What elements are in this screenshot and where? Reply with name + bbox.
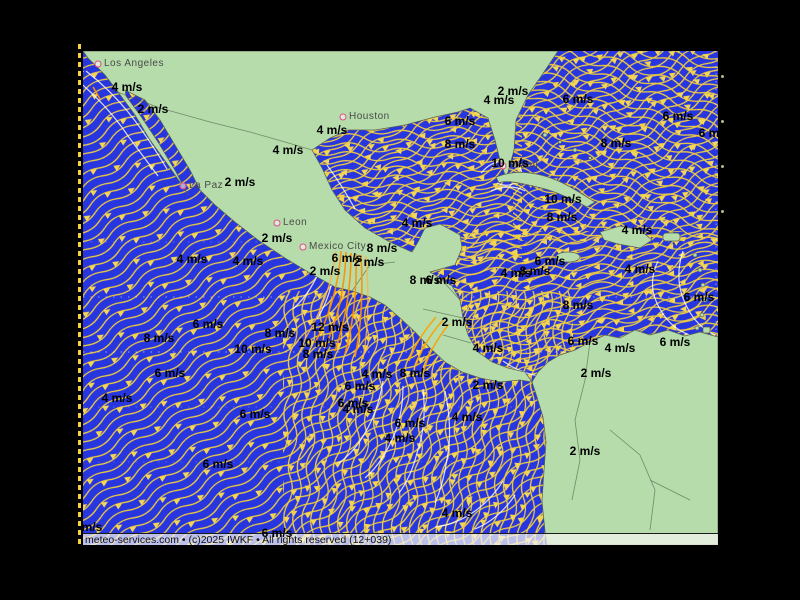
wind-speed-label: 8 m/s: [366, 241, 398, 255]
wind-speed-label: 4 m/s: [624, 262, 656, 276]
wind-speed-label: 6 m/s: [698, 126, 718, 140]
wind-speed-label: 4 m/s: [111, 80, 143, 94]
grid-dot: [721, 120, 724, 123]
wind-speed-label: 4 m/s: [101, 391, 133, 405]
wind-speed-label: 4 m/s: [401, 216, 433, 230]
wind-speed-label: 6 m/s: [261, 526, 293, 540]
map-graphic: [83, 51, 718, 545]
wind-speed-label: 6 m/s: [394, 416, 426, 430]
wind-speed-label: 6 m/s: [562, 92, 594, 106]
wind-speed-label: 6 m/s: [662, 109, 694, 123]
wind-speed-label: 10 m/s: [544, 192, 582, 206]
grid-tick-marks-left: [78, 44, 81, 545]
wind-speed-label: 4 m/s: [272, 143, 304, 157]
grid-dot: [721, 210, 724, 213]
wind-speed-label: 10 m/s: [491, 156, 529, 170]
wind-speed-label: 8 m/s: [519, 264, 551, 278]
wind-speed-label: 2 m/s: [472, 378, 504, 392]
graticule: [83, 51, 718, 545]
city-label: Los Angeles: [104, 58, 164, 69]
city-label: Leon: [283, 217, 308, 228]
wind-speed-label: 6 m/s: [154, 366, 186, 380]
grid-dot: [721, 75, 724, 78]
city-layer: Los Angeles Houston La Paz Leon Mexico City M…: [83, 51, 718, 545]
wind-speed-label: 2 m/s: [497, 84, 529, 98]
wind-speed-label: 4 m/s: [441, 506, 473, 520]
wind-speed-label: 8 m/s: [143, 331, 175, 345]
wind-speed-label: 6 m/s: [567, 334, 599, 348]
wind-speed-label: 2 m/s: [137, 102, 169, 116]
city-marker: [273, 219, 281, 227]
wind-speed-label: 8 m/s: [399, 366, 431, 380]
wind-speed-label: 12 m/s: [311, 320, 349, 334]
wind-speed-label: 6 m/s: [331, 251, 363, 265]
wind-speed-label: 6 m/s: [239, 407, 271, 421]
wind-speed-label: 2 m/s: [261, 231, 293, 245]
wind-speed-label: 2 m/s: [353, 255, 385, 269]
wind-speed-label: 6 m/s: [337, 396, 369, 410]
wind-speed-label: 8 m/s: [600, 136, 632, 150]
wind-speed-label: 6 m/s: [683, 290, 715, 304]
wind-speed-label: 4 m/s: [176, 252, 208, 266]
wind-speed-label: 8 m/s: [562, 298, 594, 312]
wind-speed-label: 4 m/s: [316, 123, 348, 137]
city-label: Houston: [349, 111, 390, 122]
wind-speed-label: 4 m/s: [451, 410, 483, 424]
wind-speed-label: 6 m/s: [444, 114, 476, 128]
wind-speed-label: 6 m/s: [192, 317, 224, 331]
wind-map: Los Angeles Houston La Paz Leon Mexico City M…: [83, 51, 718, 545]
attribution-bar: meteo-services.com • (c)2025 IWKF • All …: [83, 533, 718, 545]
wind-speed-label: 4 m/s: [361, 367, 393, 381]
wind-speed-label: 4 m/s: [621, 223, 653, 237]
country-borders: [111, 89, 691, 531]
wind-speed-label: 6 m/s: [425, 273, 457, 287]
city-marker: [299, 243, 307, 251]
wind-speed-label: 8 m/s: [264, 326, 296, 340]
wind-speed-label: 10 m/s: [298, 336, 336, 350]
wind-speed-label: 2 m/s: [224, 175, 256, 189]
wind-speed-label: m/s: [83, 520, 103, 534]
city-marker: [339, 113, 347, 121]
wind-speed-label: 2 m/s: [580, 366, 612, 380]
wind-speed-label: 2 m/s: [309, 264, 341, 278]
wind-speed-label: 6 m/s: [344, 379, 376, 393]
wind-speed-label: 8 m/s: [302, 347, 334, 361]
city-marker: [94, 60, 102, 68]
wind-speed-label: 2 m/s: [569, 444, 601, 458]
city-marker: [179, 182, 187, 190]
wind-speed-label: 8 m/s: [444, 137, 476, 151]
wind-speed-label: 4 m/s: [342, 402, 374, 416]
wind-speed-label: 4 m/s: [500, 266, 532, 280]
wind-speed-label: 8 m/s: [546, 210, 578, 224]
wind-speed-label: 2 m/s: [441, 315, 473, 329]
wind-speed-label: 6 m/s: [659, 335, 691, 349]
grid-dot: [721, 165, 724, 168]
wind-speed-label: 4 m/s: [472, 341, 504, 355]
wind-speed-label: 4 m/s: [483, 93, 515, 107]
jet-streamlines: [92, 86, 450, 371]
wind-speed-label: 4 m/s: [384, 431, 416, 445]
wind-speed-label: 6 m/s: [534, 254, 566, 268]
city-label: Miami: [509, 160, 539, 171]
wind-speed-label: 4 m/s: [604, 341, 636, 355]
wind-speed-label: 10 m/s: [234, 342, 272, 356]
wind-speed-label: 8 m/s: [409, 273, 441, 287]
city-marker: [499, 162, 507, 170]
wind-speed-label: 4 m/s: [232, 254, 264, 268]
city-label: La Paz: [189, 180, 224, 191]
wind-label-layer: 4 m/s 2 m/s 4 m/s 2 m/s 4 m/s 6 m/s 8 m/s 2 m/s…: [83, 51, 718, 545]
city-label: Mexico City: [309, 241, 367, 252]
wind-speed-label: 6 m/s: [202, 457, 234, 471]
